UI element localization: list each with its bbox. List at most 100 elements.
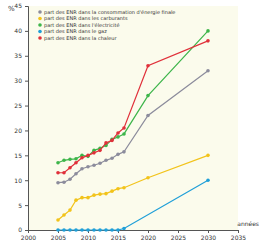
series-marker xyxy=(62,171,66,175)
y-tick-mark xyxy=(25,230,28,231)
series-marker xyxy=(68,166,72,170)
y-tick-mark xyxy=(25,6,28,7)
series-marker xyxy=(92,151,96,155)
series-marker xyxy=(116,228,120,232)
series-marker xyxy=(146,94,150,98)
series-marker xyxy=(92,193,96,197)
series-marker xyxy=(206,69,210,73)
y-tick-mark xyxy=(25,56,28,57)
series-marker xyxy=(74,228,78,232)
y-tick-mark xyxy=(25,180,28,181)
series-marker xyxy=(80,156,84,160)
y-tick-mark xyxy=(25,31,28,32)
y-tick: 35 xyxy=(14,52,28,59)
series-marker xyxy=(98,228,102,232)
y-tick-label: 20 xyxy=(14,127,22,134)
y-tick-label: 35 xyxy=(14,52,22,59)
series-marker xyxy=(122,126,126,130)
x-tick-label: 2020 xyxy=(141,234,156,241)
y-tick: 40 xyxy=(14,27,28,34)
x-tick-label: 2025 xyxy=(171,234,186,241)
x-tick-mark xyxy=(238,230,239,233)
series-marker xyxy=(206,154,210,158)
y-tick: 45 xyxy=(14,2,28,9)
series-marker xyxy=(56,171,60,175)
legend-swatch xyxy=(38,36,42,40)
y-axis-title: % xyxy=(8,5,15,13)
series-marker xyxy=(104,228,108,232)
series-marker xyxy=(74,198,78,202)
series-line xyxy=(58,41,208,173)
series-marker xyxy=(68,177,72,181)
legend-swatch xyxy=(38,10,42,14)
y-tick-mark xyxy=(25,106,28,107)
series-marker xyxy=(86,155,90,159)
series-marker xyxy=(104,159,108,163)
y-tick: 30 xyxy=(14,77,28,84)
y-tick-label: 15 xyxy=(14,152,22,159)
series-marker xyxy=(110,189,114,193)
y-tick-mark xyxy=(25,81,28,82)
series-line xyxy=(58,155,208,220)
series-marker xyxy=(74,157,78,161)
series-marker xyxy=(98,149,102,153)
series-marker xyxy=(68,228,72,232)
x-tick: 2000 xyxy=(21,230,36,241)
series-marker xyxy=(104,192,108,196)
y-tick: 0 xyxy=(18,226,28,233)
legend: part des ENR dans la consommation d'éner… xyxy=(38,9,175,42)
series-marker xyxy=(146,64,150,68)
series-marker xyxy=(116,135,120,139)
series-marker xyxy=(110,157,114,161)
y-tick-label: 0 xyxy=(18,226,22,233)
series-marker xyxy=(98,192,102,196)
y-tick: 20 xyxy=(14,127,28,134)
y-tick-label: 40 xyxy=(14,27,22,34)
series-marker xyxy=(86,228,90,232)
series-marker xyxy=(74,172,78,176)
series-marker xyxy=(86,165,90,169)
x-tick-label: 2035 xyxy=(231,234,246,241)
series-marker xyxy=(62,180,66,184)
x-tick-label: 2000 xyxy=(21,234,36,241)
series-marker xyxy=(62,213,66,217)
y-tick: 5 xyxy=(18,202,28,209)
x-axis-title: années xyxy=(237,220,259,227)
series-marker xyxy=(56,161,60,165)
axis-line xyxy=(25,7,29,231)
series-marker xyxy=(206,29,210,33)
legend-swatch xyxy=(38,17,42,21)
series-marker xyxy=(86,154,90,158)
chart: 2000 20 0 5 2010 2015 2020 2025 2030 2035 0 5 10 15 20… xyxy=(0,0,261,250)
series-marker xyxy=(146,114,150,118)
series-marker xyxy=(116,187,120,191)
x-tick: 2030 xyxy=(201,230,216,241)
series-line xyxy=(58,71,208,183)
x-tick-label: 2010 xyxy=(81,234,96,241)
x-tick-mark xyxy=(208,230,209,233)
y-tick-label: 45 xyxy=(14,2,22,9)
series-marker xyxy=(116,153,120,157)
series-marker xyxy=(56,228,60,232)
legend-label: part des ENR dans la chaleur xyxy=(44,35,118,42)
series-marker xyxy=(74,161,78,165)
x-tick: 2025 xyxy=(171,230,186,241)
y-axis: 0 5 10 15 20 25 30 35 40 45 xyxy=(14,2,28,233)
series-marker xyxy=(122,150,126,154)
axis-line xyxy=(29,231,239,234)
x-tick-label: 2030 xyxy=(201,234,216,241)
series-marker xyxy=(122,132,126,136)
x-tick-label: 2015 xyxy=(111,234,126,241)
series-marker xyxy=(146,176,150,180)
series-marker xyxy=(110,139,114,143)
series-marker xyxy=(98,161,102,165)
series-marker xyxy=(92,163,96,167)
y-tick: 10 xyxy=(14,177,28,184)
legend-swatch xyxy=(38,30,42,34)
series-marker xyxy=(80,167,84,171)
series-marker xyxy=(68,158,72,162)
y-tick-label: 25 xyxy=(14,102,22,109)
y-tick-mark xyxy=(25,130,28,131)
series-marker xyxy=(56,181,60,185)
y-tick-mark xyxy=(25,155,28,156)
